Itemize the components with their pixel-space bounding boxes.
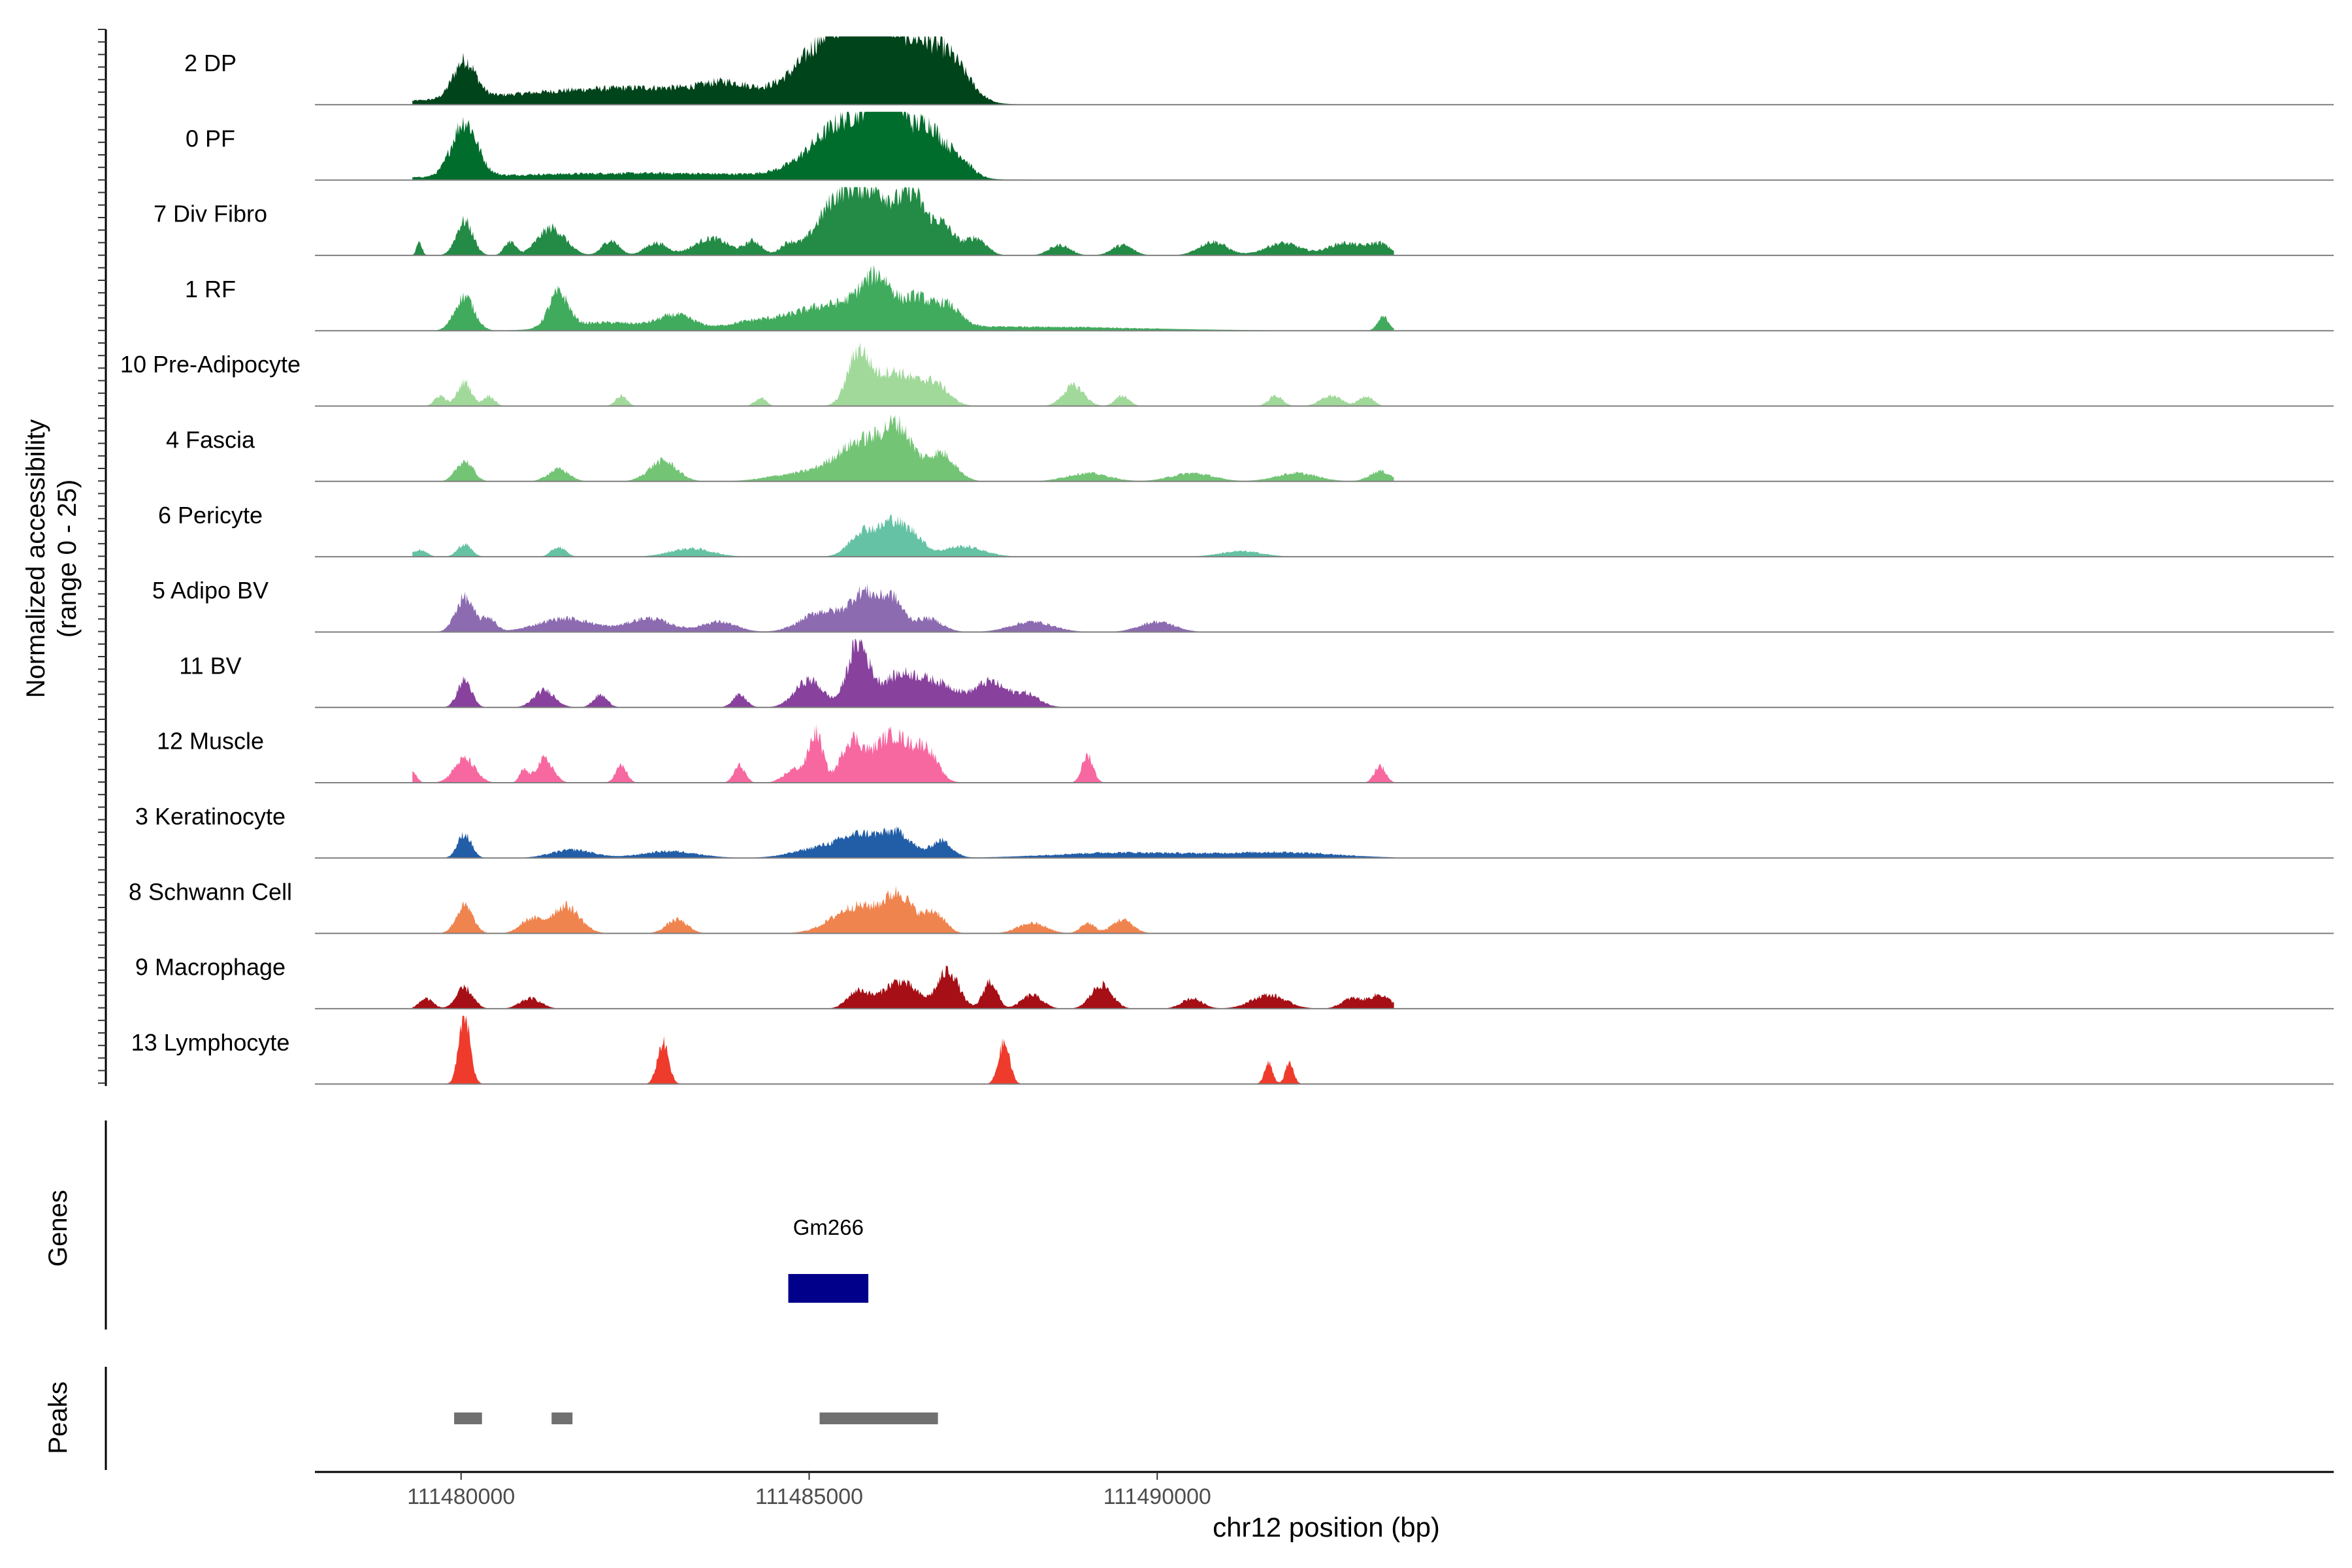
- track-7: 5 Adipo BV: [152, 577, 2334, 633]
- track-13: 13 Lymphocyte: [131, 1015, 2334, 1085]
- track-3: 1 RF: [185, 265, 2334, 332]
- coverage-area: [412, 965, 1394, 1009]
- track-9: 12 Muscle: [157, 724, 2334, 783]
- track-4: 10 Pre-Adipocyte: [120, 342, 2334, 407]
- track-label: 10 Pre-Adipocyte: [120, 351, 301, 378]
- genes-panel-label: Genes: [44, 1190, 73, 1267]
- x-axis: 111480000 111485000 111490000: [315, 1471, 2334, 1509]
- track-label: 12 Muscle: [157, 728, 264, 755]
- track-label: 7 Div Fibro: [154, 201, 267, 227]
- peaks-panel-label: Peaks: [44, 1381, 73, 1454]
- track-label: 3 Keratinocyte: [135, 803, 286, 830]
- track-0: 2 DP: [184, 36, 2334, 106]
- gene-label: Gm266: [793, 1215, 864, 1239]
- track-label: 11 BV: [179, 652, 241, 679]
- coverage-area: [412, 1015, 1394, 1085]
- track-label: 2 DP: [184, 50, 237, 76]
- coverage-area: [412, 36, 1394, 105]
- coverage-tracks: 2 DP 0 PF 7 Div Fibro 1 RF 10 Pre-Adipocyte 4…: [120, 36, 2334, 1085]
- coverage-area: [412, 885, 1394, 934]
- coverage-area: [412, 112, 1394, 180]
- gene-body: [788, 1274, 869, 1303]
- peak-bar: [551, 1413, 573, 1424]
- y-axis: [98, 29, 107, 1086]
- track-12: 9 Macrophage: [135, 954, 2334, 1009]
- track-5: 4 Fascia: [166, 414, 2334, 482]
- y-axis-title: Normalized accessibility (range 0 - 25): [22, 419, 82, 698]
- track-label: 4 Fascia: [166, 427, 255, 453]
- x-tick-label: 111490000: [1103, 1484, 1211, 1509]
- peak-bar: [819, 1413, 938, 1424]
- track-11: 8 Schwann Cell: [129, 878, 2334, 934]
- peaks-track: [105, 1367, 938, 1470]
- track-label: 0 PF: [186, 125, 235, 152]
- track-label: 1 RF: [185, 276, 236, 302]
- coverage-area: [412, 342, 1394, 406]
- coverage-area: [412, 724, 1394, 783]
- x-tick-label: 111485000: [755, 1484, 863, 1509]
- track-10: 3 Keratinocyte: [135, 803, 2334, 859]
- coverage-area: [412, 583, 1394, 632]
- coverage-area: [412, 826, 1394, 858]
- track-label: 6 Pericyte: [158, 502, 263, 529]
- coverage-area: [412, 639, 1394, 708]
- y-axis-title-line2: (range 0 - 25): [53, 480, 82, 638]
- x-tick-label: 111480000: [407, 1484, 515, 1509]
- y-axis-title-line1: Normalized accessibility: [22, 419, 50, 698]
- coverage-area: [412, 265, 1394, 331]
- coverage-area: [412, 414, 1394, 482]
- track-1: 0 PF: [186, 112, 2334, 181]
- track-6: 6 Pericyte: [158, 502, 2334, 558]
- track-2: 7 Div Fibro: [154, 187, 2334, 256]
- track-label: 9 Macrophage: [135, 954, 286, 981]
- coverage-area: [412, 514, 1394, 557]
- track-label: 8 Schwann Cell: [129, 878, 292, 905]
- track-label: 5 Adipo BV: [152, 577, 269, 604]
- track-8: 11 BV: [179, 639, 2334, 708]
- peak-bar: [454, 1413, 482, 1424]
- genes-track: Gm266: [105, 1120, 869, 1330]
- x-axis-title: chr12 position (bp): [1213, 1512, 1440, 1543]
- track-label: 13 Lymphocyte: [131, 1029, 290, 1056]
- coverage-area: [412, 187, 1394, 255]
